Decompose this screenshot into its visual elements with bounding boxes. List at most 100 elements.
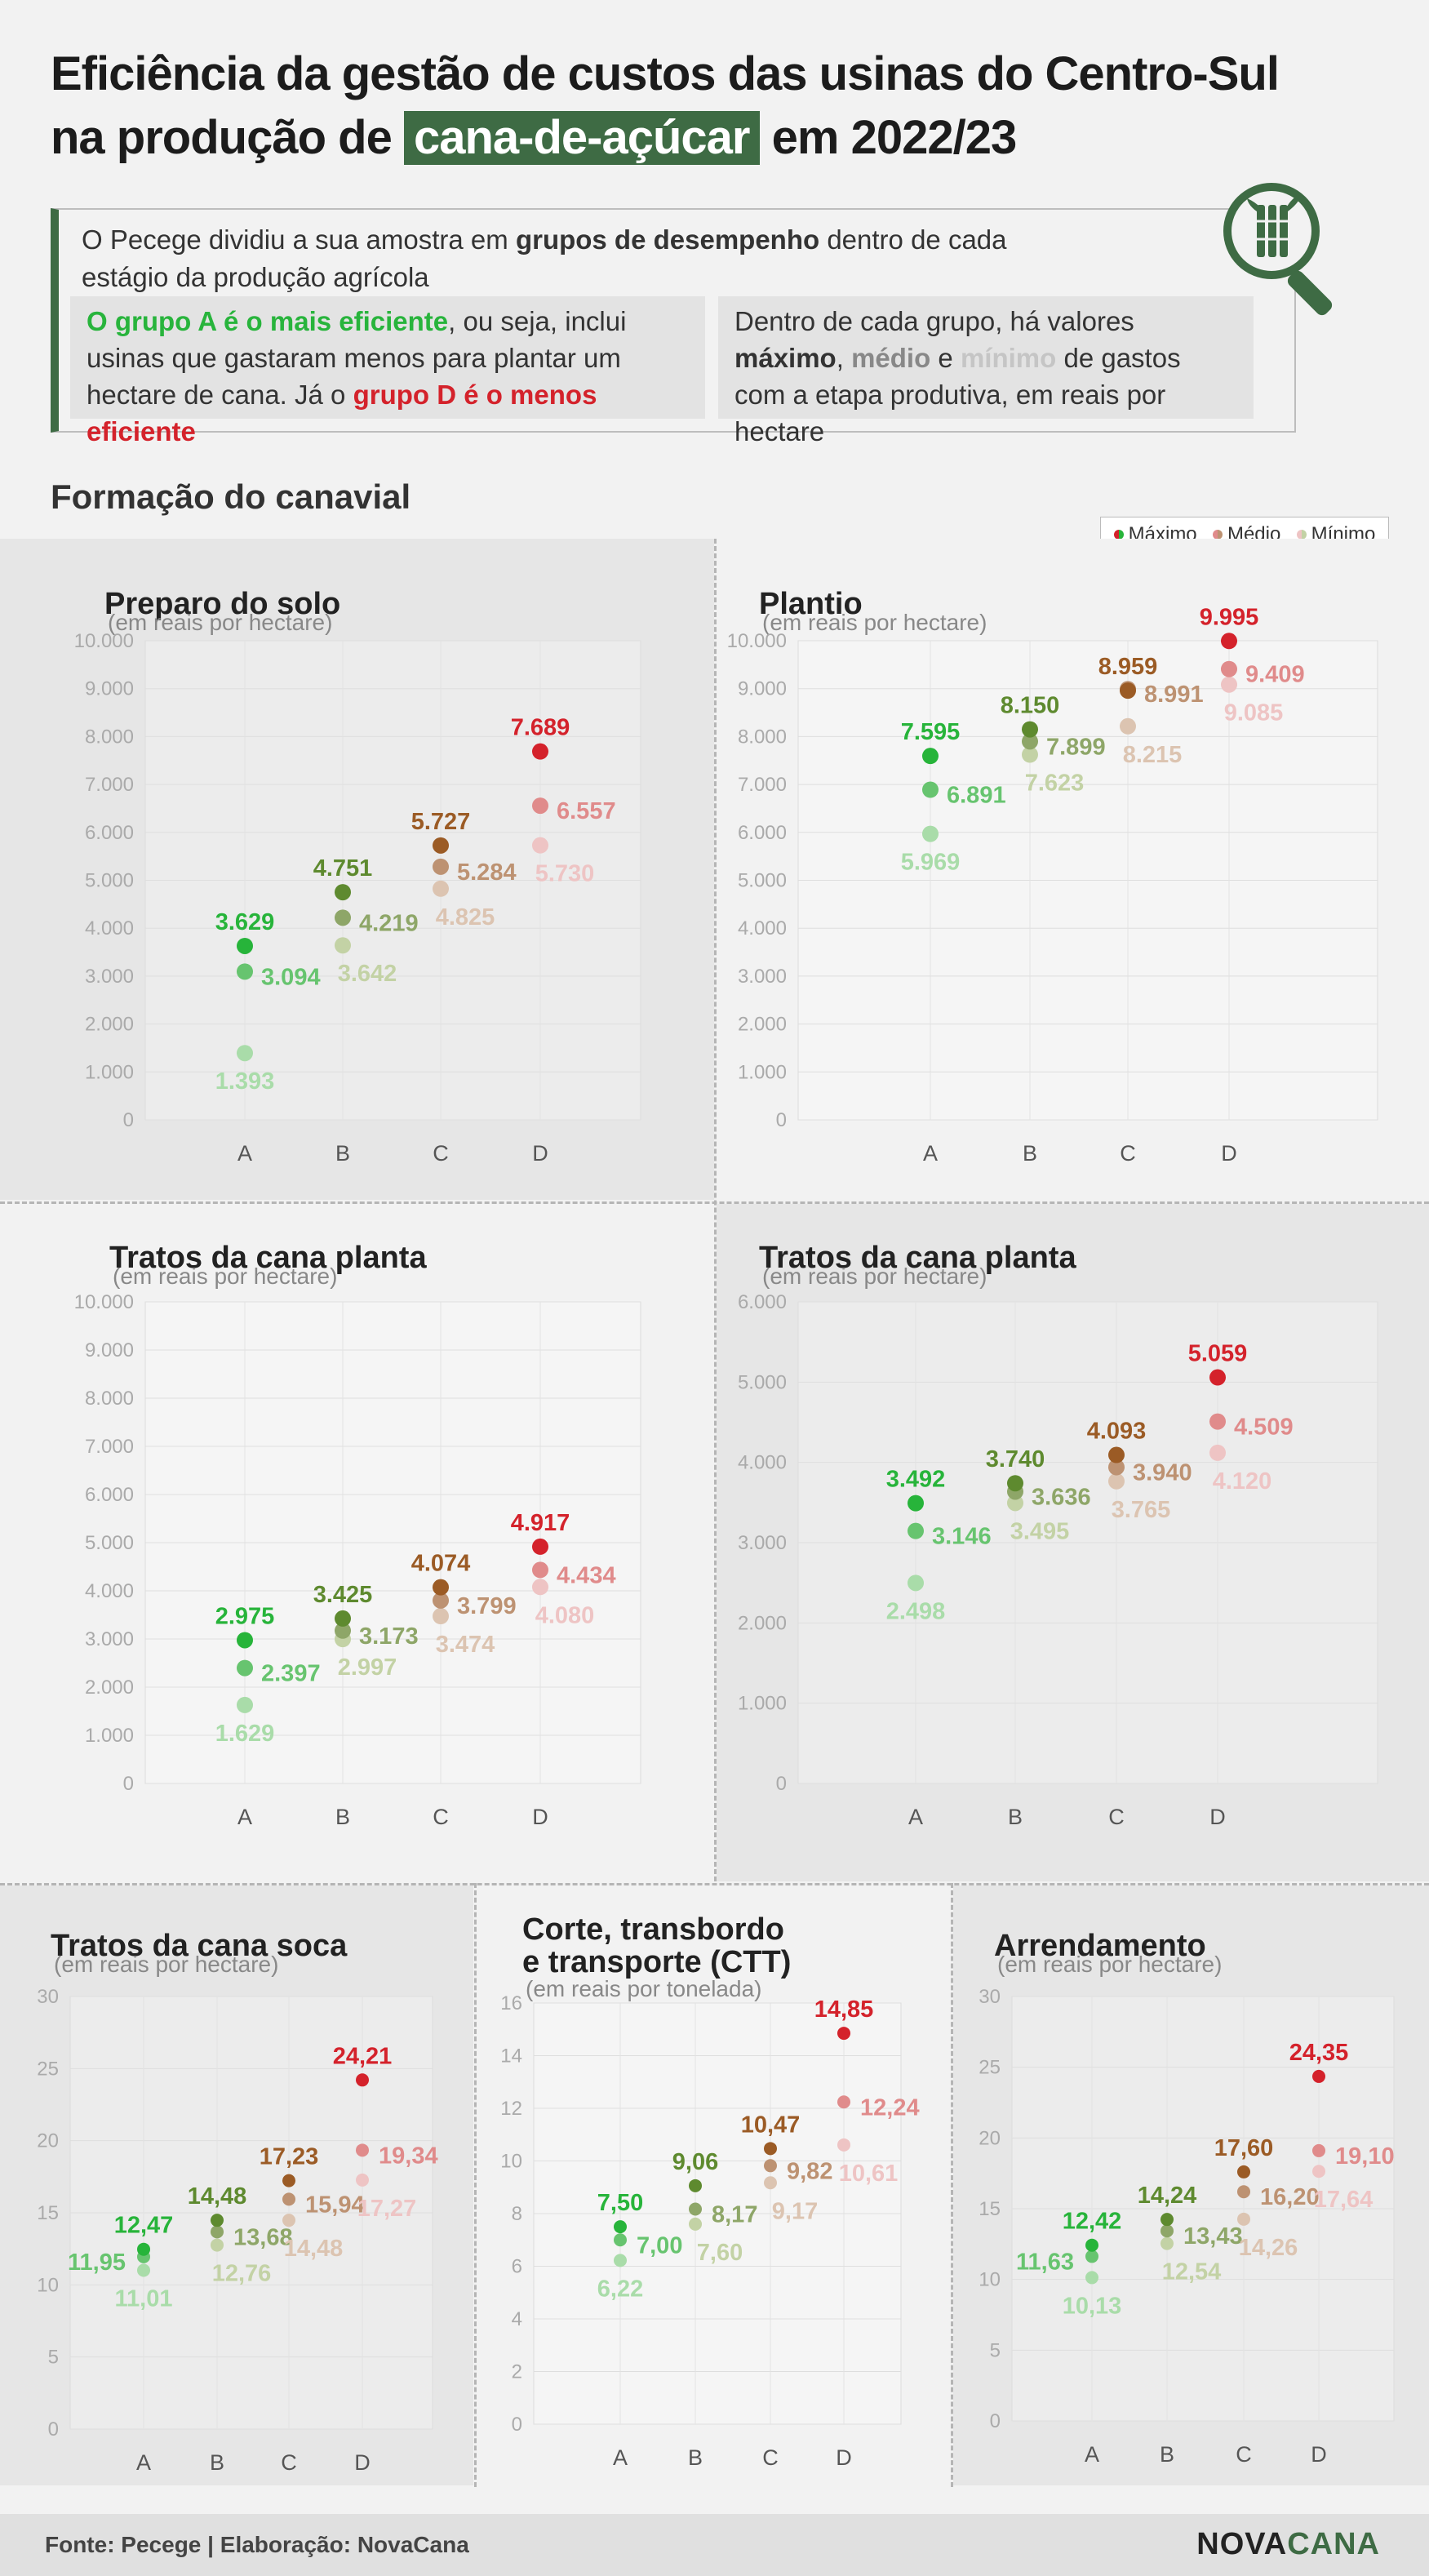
y-tick-label: 3.000 [85,966,134,988]
chart-title: Tratos da cana planta [109,1241,427,1275]
point-A-max [922,748,939,765]
label-B-min: 7.623 [1025,771,1085,797]
point-D-max [837,2027,850,2041]
label-C-max: 17,23 [260,2144,319,2170]
point-D-med [1209,1413,1226,1430]
label-C-med: 15,94 [305,2192,365,2218]
divider-vertical-bottom-2 [951,1883,953,2487]
chart-subtitle: (em reais por hectare) [108,610,332,635]
label-C-max: 5.727 [411,809,471,835]
label-B-max: 9,06 [672,2149,718,2175]
y-tick-label: 0 [776,1109,787,1131]
label-A-med: 2.397 [261,1661,321,1687]
point-D-med [532,797,548,815]
label-D-max: 4.917 [511,1510,570,1536]
point-B-med [335,909,351,926]
x-tick-label: A [237,1141,252,1166]
label-C-max: 17,60 [1214,2135,1274,2161]
label-B-med: 3.636 [1032,1484,1091,1510]
y-tick-label: 30 [979,1986,1001,2008]
y-tick-label: 2 [512,2361,522,2383]
y-tick-label: 7.000 [85,774,134,796]
label-B-min: 2.997 [338,1654,397,1681]
point-D-max [532,743,548,760]
point-B-max [689,2178,702,2192]
label-A-max: 7,50 [597,2190,643,2216]
y-tick-label: 6.000 [85,822,134,844]
chart-title: Tratos da cana soca [51,1929,348,1963]
y-tick-label: 10.000 [727,630,787,652]
y-tick-label: 10.000 [74,1291,134,1313]
point-B-max [1007,1475,1023,1492]
label-B-max: 14,48 [188,2183,247,2210]
point-D-min [1312,2165,1325,2178]
divider-horizontal-bottom [0,1883,1429,1885]
chart-title: Tratos da cana planta [759,1241,1076,1275]
point-D-min [532,1579,548,1596]
y-tick-label: 20 [979,2127,1001,2149]
point-B-med [211,2225,224,2239]
label-A-max: 7.595 [901,719,961,745]
y-tick-label: 7.000 [85,1436,134,1458]
point-C-max [1108,1446,1125,1463]
point-C-max [433,1579,449,1596]
point-A-max [137,2242,150,2256]
chart-tratos-cana-planta-2-svg: Tratos da cana planta(em reais por hecta… [738,1241,1378,1829]
y-tick-label: 5.000 [738,870,787,892]
point-D-min [837,2138,850,2152]
label-A-max: 12,47 [114,2213,174,2239]
label-D-min: 4.080 [535,1602,595,1628]
y-tick-label: 6.000 [738,822,787,844]
intro-values-explanation: Dentro de cada grupo, há valores máximo,… [718,296,1254,446]
point-D-med [356,2143,369,2157]
x-tick-label: C [433,1141,449,1166]
y-tick-label: 6.000 [738,1291,787,1313]
chart-preparo-do-solo: Preparo do solo (em reais por hectare) 0 1.… [0,539,714,1200]
label-C-med: 8.991 [1144,682,1204,708]
y-tick-label: 0 [776,1773,787,1795]
point-A-min [237,1045,253,1062]
y-tick-label: 4.000 [85,1580,134,1602]
y-tick-label: 0 [990,2410,1001,2432]
y-tick-label: 30 [37,1986,59,2008]
chart-subtitle: (em reais por hectare) [762,1264,987,1289]
point-C-med [764,2159,777,2173]
label-C-med: 5.284 [457,859,517,886]
label-D-min: 17,64 [1314,2187,1374,2213]
label-D-max: 9.995 [1200,604,1259,630]
chart-title: Arrendamento [994,1929,1206,1963]
chart-subtitle: (em reais por tonelada) [526,1976,761,2001]
label-A-min: 1.393 [215,1068,275,1095]
label-A-min: 1.629 [215,1721,275,1747]
label-B-med: 3.173 [359,1623,419,1650]
values-min-word: mínimo [960,343,1057,373]
label-A-med: 3.094 [261,964,321,990]
point-C-min [1237,2212,1250,2226]
y-tick-label: 4.000 [738,917,787,939]
label-B-min: 12,54 [1162,2259,1222,2285]
point-D-min [1221,676,1237,693]
page-title: Eficiência da gestão de custos das usina… [51,42,1389,170]
label-B-max: 3.425 [313,1582,373,1608]
point-A-max [237,1632,253,1649]
legend-min-dot [1296,530,1307,540]
intro-text: O Pecege dividiu a sua amostra em grupos… [82,221,1028,296]
y-tick-label: 2.000 [85,1677,134,1699]
label-C-min: 8.215 [1123,742,1183,768]
label-A-min: 2.498 [886,1598,946,1624]
label-D-med: 19,34 [379,2143,438,2169]
label-B-med: 13,68 [233,2224,293,2250]
y-tick-label: 1.000 [738,1061,787,1083]
label-C-max: 10,47 [741,2112,801,2138]
label-C-min: 4.825 [436,904,495,930]
point-A-min [237,1696,253,1713]
x-tick-label: D [354,2450,371,2475]
y-tick-label: 1.000 [85,1725,134,1747]
x-tick-label: B [688,2445,703,2470]
point-A-min [1085,2271,1098,2285]
point-C-min [1108,1472,1125,1490]
intro-text-c: dentro de cada estágio da produção agríc… [82,224,1007,292]
y-tick-label: 1.000 [85,1061,134,1083]
label-B-max: 3.740 [986,1446,1045,1472]
label-D-max: 5.059 [1188,1341,1248,1367]
